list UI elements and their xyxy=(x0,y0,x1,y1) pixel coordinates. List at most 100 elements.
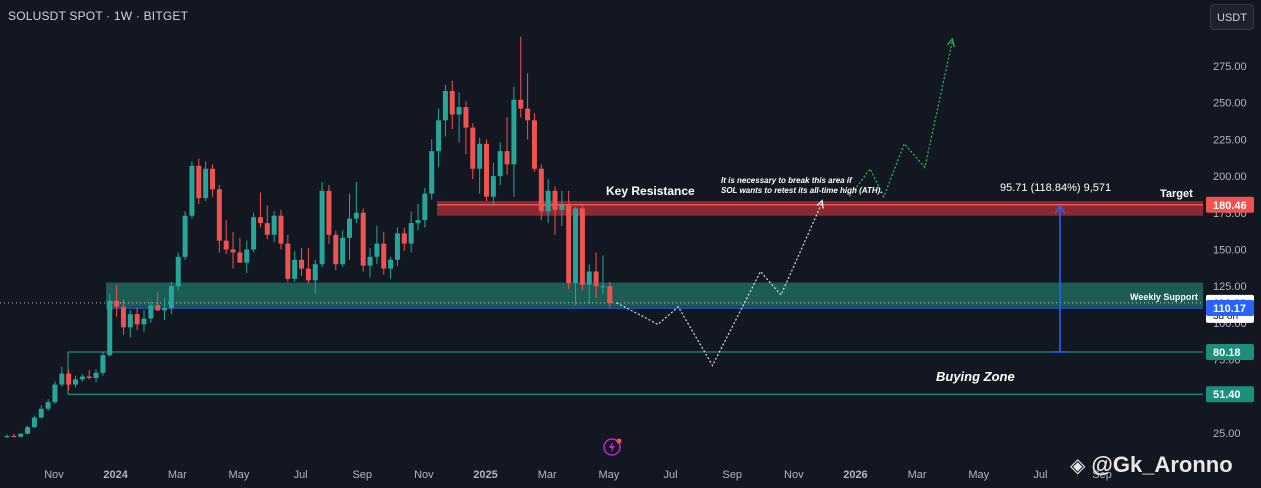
candle-body xyxy=(175,256,181,287)
candle-body xyxy=(333,234,339,265)
candle-body xyxy=(18,433,24,437)
candle-body xyxy=(436,120,442,152)
candle xyxy=(600,255,606,294)
candle-body xyxy=(559,205,565,210)
candle xyxy=(100,352,106,376)
candle xyxy=(292,250,298,282)
candle-body xyxy=(271,215,277,235)
candle-body xyxy=(251,217,257,250)
candle xyxy=(148,300,154,323)
candle xyxy=(230,231,236,269)
candle xyxy=(442,85,448,137)
binance-logo-icon: ◈ xyxy=(1070,455,1086,477)
candle xyxy=(340,230,346,268)
price-tag: 80.18 xyxy=(1206,343,1254,360)
projected-path xyxy=(616,202,823,367)
candle xyxy=(511,86,517,197)
measure-arrowhead xyxy=(1054,204,1066,215)
candle xyxy=(271,211,277,243)
candle-body xyxy=(415,220,421,224)
y-tick-label: 225.00 xyxy=(1213,134,1247,146)
candle-body xyxy=(353,212,359,219)
x-tick-label: 2026 xyxy=(843,469,867,481)
candle xyxy=(52,381,58,404)
candle-body xyxy=(182,215,188,257)
candle xyxy=(552,186,558,235)
candle xyxy=(333,230,339,271)
candle xyxy=(237,237,243,263)
candle xyxy=(79,374,85,382)
candle xyxy=(299,248,305,276)
y-tick-label: 150.00 xyxy=(1213,245,1247,257)
candle-body xyxy=(52,384,58,403)
event-marker-icon xyxy=(603,438,622,456)
candle-body xyxy=(552,190,558,210)
candle-body xyxy=(367,256,373,266)
candle-body xyxy=(579,208,585,285)
candle xyxy=(360,208,366,272)
candle-body xyxy=(237,252,243,263)
candle xyxy=(223,220,229,254)
candle xyxy=(216,184,222,253)
candle xyxy=(394,227,400,266)
candle xyxy=(415,203,421,231)
currency-button[interactable]: USDT xyxy=(1210,4,1254,30)
candle xyxy=(45,399,51,411)
candle xyxy=(490,162,496,206)
candle xyxy=(401,227,407,251)
candle xyxy=(107,293,113,357)
candle xyxy=(4,434,10,439)
candle xyxy=(38,405,44,419)
candle xyxy=(319,181,325,268)
candle xyxy=(484,139,489,202)
candle-body xyxy=(463,107,469,128)
annotation-note: It is necessary to break this area if xyxy=(721,176,853,185)
candle xyxy=(251,212,257,253)
candle xyxy=(374,226,380,265)
x-tick-label: May xyxy=(598,469,619,481)
candle xyxy=(353,181,359,224)
measure-label: 95.71 (118.84%) 9,571 xyxy=(1000,182,1111,194)
candle xyxy=(497,142,503,185)
candle xyxy=(25,425,31,435)
candle xyxy=(278,209,284,250)
candle-body xyxy=(600,286,606,288)
candle xyxy=(347,193,352,260)
x-tick-label: Sep xyxy=(352,469,372,481)
candle-body xyxy=(196,165,202,199)
candle-body xyxy=(93,372,99,378)
price-tag-label: 110.17 xyxy=(1213,303,1246,315)
candle-body xyxy=(394,233,400,260)
candle xyxy=(31,415,37,428)
candle xyxy=(210,164,215,197)
candle xyxy=(436,108,442,168)
candle xyxy=(127,309,133,338)
candle-body xyxy=(593,271,599,287)
candle-body xyxy=(504,151,510,165)
x-tick-label: Mar xyxy=(538,469,557,481)
candle-body xyxy=(401,233,407,244)
y-tick-label: 125.00 xyxy=(1213,281,1247,293)
x-tick-label: Mar xyxy=(168,469,187,481)
candle-body xyxy=(477,143,483,169)
candle-body xyxy=(66,373,72,385)
candle-body xyxy=(319,190,325,265)
candle-body xyxy=(230,249,236,253)
candle xyxy=(579,203,585,291)
candle-body xyxy=(347,218,352,238)
candle xyxy=(388,256,394,279)
x-tick-label: 2024 xyxy=(103,469,128,481)
candle xyxy=(518,36,524,118)
candle-body xyxy=(299,259,305,269)
candle xyxy=(538,164,544,221)
y-tick-label: 250.00 xyxy=(1213,98,1247,110)
candle-body xyxy=(73,379,78,385)
candle-body xyxy=(155,305,161,311)
candle xyxy=(381,231,387,275)
symbol-title[interactable]: SOLUSDT SPOT · 1W · BITGET xyxy=(8,9,189,23)
price-tag: 110.17 xyxy=(1206,299,1254,316)
candle-body xyxy=(162,308,168,311)
candle xyxy=(573,206,579,306)
target-arrowhead xyxy=(946,37,955,48)
